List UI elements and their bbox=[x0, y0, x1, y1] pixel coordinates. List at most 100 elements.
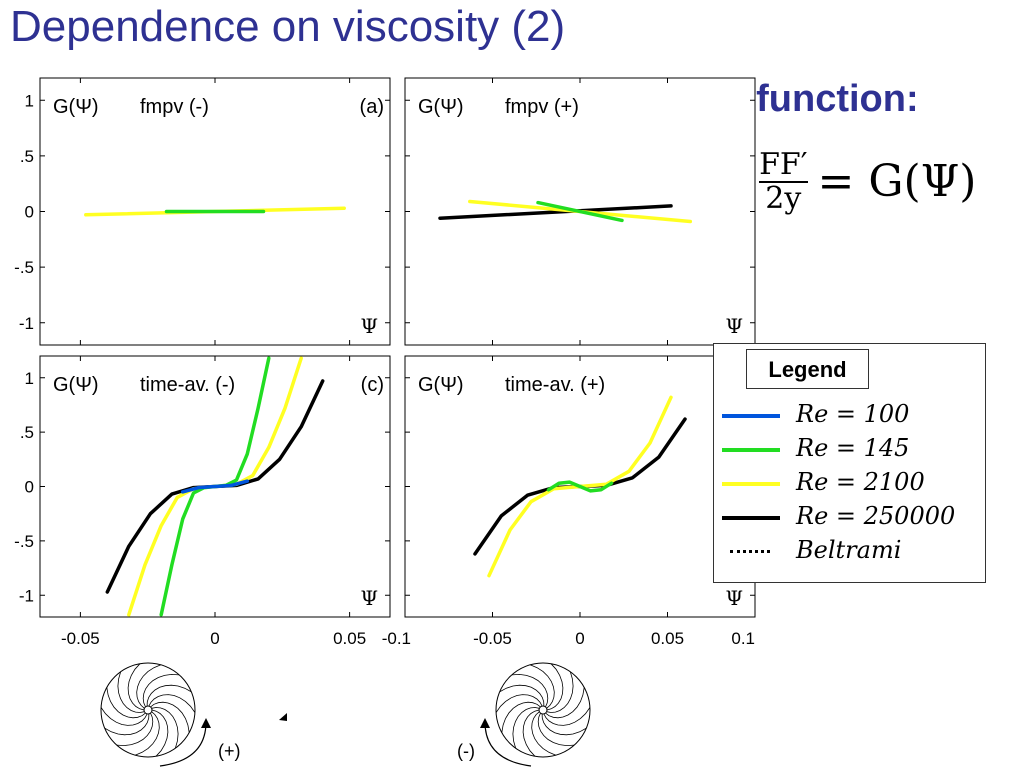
series-line-re-145 bbox=[536, 200, 624, 223]
equation-denominator: 2y bbox=[765, 180, 802, 216]
sketch-vane bbox=[531, 711, 557, 756]
equation-numerator: FF′ bbox=[759, 147, 808, 182]
sketch-vane bbox=[537, 712, 575, 747]
legend-title: Legend bbox=[746, 349, 869, 389]
sketch-vane bbox=[127, 663, 145, 711]
vortex-sketch-1: (+) bbox=[100, 662, 241, 767]
sketch-vane bbox=[134, 711, 160, 756]
y-tick-label: -1 bbox=[19, 314, 34, 333]
panel-title: time-av. (+) bbox=[505, 374, 605, 396]
x-tick-label: 0 bbox=[575, 629, 584, 648]
sketch-vane bbox=[136, 664, 162, 709]
x-tick-label: 0.05 bbox=[651, 629, 684, 648]
rotation-label: (+) bbox=[218, 741, 241, 761]
sketch-vane bbox=[529, 664, 555, 709]
y-tick-label: -.5 bbox=[14, 532, 34, 551]
x-axis-label: Ψ bbox=[360, 586, 378, 610]
sketch-vane bbox=[545, 687, 585, 719]
sketch-vane bbox=[104, 713, 150, 736]
y-tick-label: 0 bbox=[25, 478, 34, 497]
equation: ξ − FF′ 2y = G(Ψ) bbox=[664, 135, 1024, 225]
x-axis-label: Ψ bbox=[360, 314, 378, 338]
legend-label: Re = 145 bbox=[796, 434, 910, 462]
chart-panel-1: 1 .5 0 -.5 -1 G(Ψ) fmpv (-) (a) Ψ bbox=[14, 77, 391, 346]
y-axis-label: G(Ψ) bbox=[53, 374, 99, 396]
sketch-vane bbox=[117, 671, 145, 713]
sketch-vane bbox=[116, 712, 154, 747]
y-axis-label: G(Ψ) bbox=[418, 374, 464, 396]
x-tick-label: -0.05 bbox=[473, 629, 512, 648]
y-tick-label: .5 bbox=[20, 147, 34, 166]
y-axis-label: G(Ψ) bbox=[418, 96, 464, 118]
x-tick-label: 0.05 bbox=[333, 629, 366, 648]
sketch-vane bbox=[522, 709, 540, 757]
sketch-vane bbox=[511, 673, 549, 708]
sketch-vane bbox=[546, 663, 564, 711]
sketch-outline bbox=[100, 662, 196, 758]
sketch-vane bbox=[499, 684, 545, 707]
sketch-vane bbox=[546, 671, 574, 713]
legend-swatch bbox=[722, 414, 780, 418]
series-line-re-250000 bbox=[438, 204, 673, 220]
chart-panel-2: G(Ψ) fmpv (+) Ψ bbox=[404, 77, 756, 346]
legend-label: Re = 100 bbox=[796, 400, 910, 428]
legend-entry-re100: Re = 100 bbox=[720, 400, 980, 432]
sketch-vane bbox=[151, 707, 179, 749]
sketch-vane bbox=[151, 709, 169, 757]
arrow-head bbox=[201, 718, 211, 728]
sketch-vane bbox=[146, 684, 192, 707]
legend-entry-re250000: Re = 250000 bbox=[720, 502, 980, 534]
sketch-vane bbox=[541, 713, 587, 736]
x-tick-label: -0.1 bbox=[382, 629, 411, 648]
legend-label: Re = 250000 bbox=[796, 502, 956, 530]
sketch-outline bbox=[495, 662, 591, 758]
legend-swatch bbox=[722, 516, 780, 520]
y-tick-label: 1 bbox=[25, 369, 34, 388]
legend-entry-beltrami: Beltrami bbox=[720, 536, 980, 568]
sketch-vane bbox=[100, 707, 148, 726]
series-line-re-145 bbox=[546, 480, 614, 493]
y-tick-label: .5 bbox=[20, 423, 34, 442]
sketch-vane bbox=[148, 694, 196, 713]
panel-tag: (a) bbox=[360, 96, 384, 118]
sketch-center bbox=[538, 705, 548, 715]
chart-panel-3: 1 .5 0 -.5 -1 -0.05 0 0.05 G(Ψ) time-av. (-) (c) Ψ bbox=[14, 355, 391, 648]
sketch-vane bbox=[142, 673, 180, 708]
legend-label: Beltrami bbox=[796, 536, 902, 564]
sketch-vane bbox=[495, 694, 543, 713]
sketch-vane bbox=[150, 701, 190, 733]
sketch-center bbox=[143, 705, 153, 715]
legend-swatch bbox=[722, 448, 780, 452]
sketch-vane bbox=[543, 707, 591, 726]
panel-title: fmpv (-) bbox=[140, 96, 209, 118]
stray-arrow-head bbox=[279, 713, 287, 721]
equation-fraction: FF′ 2y bbox=[759, 147, 808, 216]
x-axis-label: Ψ bbox=[725, 586, 743, 610]
series-line-re-100 bbox=[180, 479, 250, 494]
panel-title: time-av. (-) bbox=[140, 374, 235, 396]
panel-tag: (c) bbox=[361, 374, 384, 396]
rotation-arrow bbox=[159, 721, 207, 767]
sketch-vane bbox=[501, 701, 541, 733]
fraction-bar bbox=[759, 180, 808, 183]
y-tick-label: -1 bbox=[19, 586, 34, 605]
y-tick-label: 1 bbox=[25, 91, 34, 110]
x-tick-label: 0 bbox=[210, 629, 219, 648]
legend-swatch bbox=[722, 482, 780, 486]
chart-panel-4: -0.1 -0.05 0 0.05 0.1 G(Ψ) time-av. (+) Ψ bbox=[382, 355, 756, 648]
x-axis-label: Ψ bbox=[725, 314, 743, 338]
slide-title: Dependence on viscosity (2) bbox=[10, 2, 566, 51]
legend-entry-re2100: Re = 2100 bbox=[720, 468, 980, 500]
x-tick-label: -0.05 bbox=[61, 629, 100, 648]
rotation-arrow bbox=[484, 721, 532, 767]
y-tick-label: 0 bbox=[25, 203, 34, 222]
arrow-head bbox=[480, 718, 490, 728]
x-tick-label: 0.1 bbox=[731, 629, 755, 648]
legend-label: Re = 2100 bbox=[796, 468, 925, 496]
legend-entry-re145: Re = 145 bbox=[720, 434, 980, 466]
y-tick-label: -.5 bbox=[14, 258, 34, 277]
sketch-vane bbox=[512, 707, 540, 749]
y-axis-label: G(Ψ) bbox=[53, 96, 99, 118]
rotation-label: (-) bbox=[457, 741, 475, 761]
